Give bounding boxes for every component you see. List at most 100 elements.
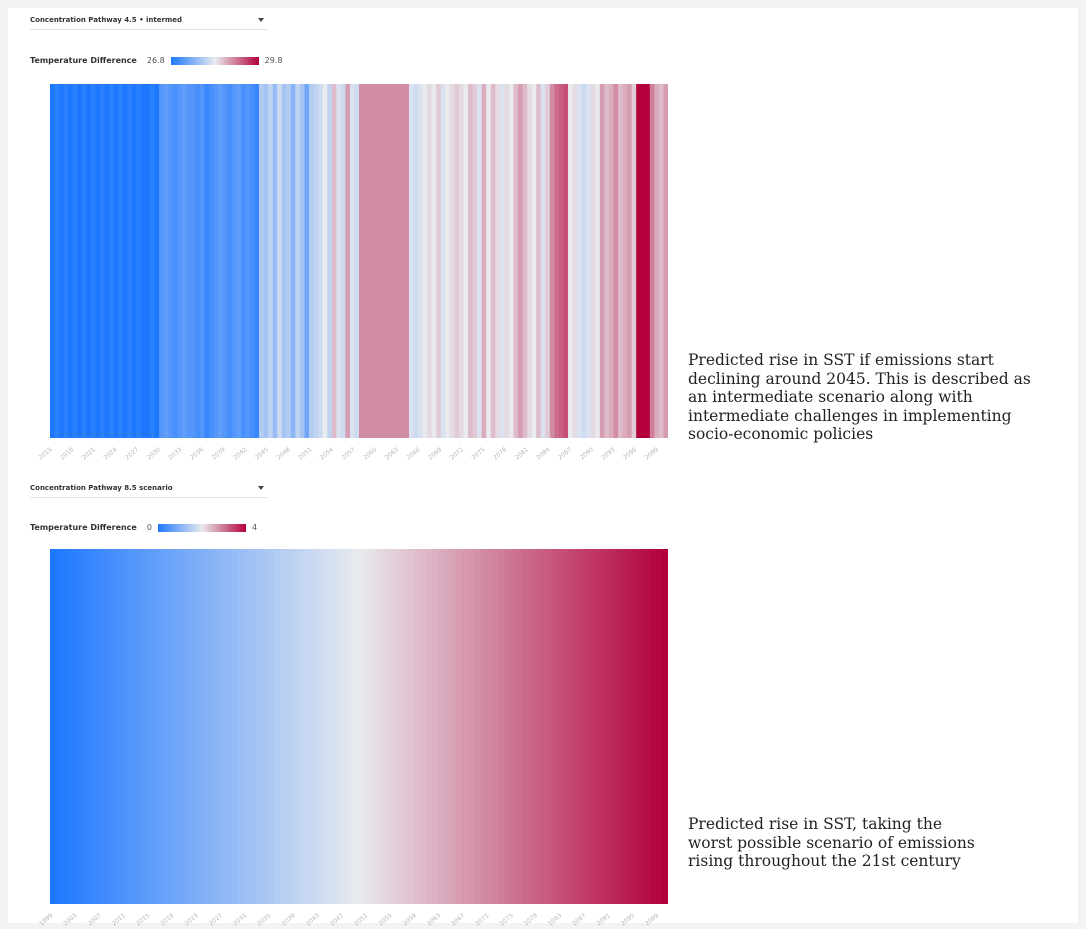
chart-2-tick-label: 2023: [184, 912, 200, 927]
chart-2-stripe: [607, 549, 615, 904]
chart-2-stripe: [371, 549, 378, 904]
chart-2-stripe: [219, 549, 227, 904]
chart-1-stripe: [113, 84, 119, 438]
chart-1-stripe: [81, 84, 87, 438]
chart-2-stripe: [462, 549, 469, 904]
chart-2-stripe: [455, 549, 463, 904]
chart-1-stripe: [613, 84, 619, 438]
chart-1-stripe: [568, 84, 574, 438]
legend-title-2: Temperature Difference: [30, 523, 137, 532]
chart-1-stripe: [340, 84, 346, 438]
chart-1-stripe: [190, 84, 197, 438]
chart-1-stripe: [227, 84, 233, 438]
chart-1-stripe: [145, 84, 151, 438]
chart-2-stripe: [437, 549, 445, 904]
chart-1-tick-label: 2087: [557, 446, 573, 461]
chart-1-caption: Predicted rise in SST if emissions start…: [688, 351, 1031, 444]
chart-2-stripe: [134, 549, 142, 904]
chart-1-stripe: [431, 84, 437, 438]
chart-1-stripe: [477, 84, 483, 438]
caption-2-line-3: rising throughout the 21st century: [688, 852, 961, 870]
chart-2-stripe: [474, 549, 481, 904]
chart-2-stripe: [116, 549, 124, 904]
chart-2-stripe: [243, 549, 251, 904]
chart-1-stripe: [581, 84, 587, 438]
chart-1-stripe: [313, 84, 319, 438]
chart-1-stripe: [63, 84, 69, 438]
chart-1-stripe: [404, 84, 410, 438]
chart-1-tick-label: 2078: [492, 446, 508, 461]
chart-1-stripe: [390, 84, 396, 438]
chart-2-stripe: [340, 549, 348, 904]
chart-1-stripe: [168, 84, 174, 438]
chart-1-stripe: [118, 84, 124, 438]
chart-1-stripe: [413, 84, 419, 438]
chart-2-stripe: [104, 549, 112, 904]
chart-1-stripe: [218, 84, 224, 438]
chart-2-stripe: [498, 549, 506, 904]
scenario-dropdown-1-label: Concentration Pathway 4.5 • intermed: [30, 15, 183, 24]
chart-1-stripe: [159, 84, 165, 438]
chart-2-stripe: [189, 549, 197, 904]
chart-1-stripe: [327, 84, 333, 438]
chart-1-tick-label: 2063: [384, 446, 400, 461]
chart-1-stripe: [186, 84, 192, 438]
chart-1-stripe: [136, 84, 142, 438]
chart-1-stripe: [504, 84, 510, 438]
chart-1-stripe: [622, 84, 628, 438]
chart-1-stripe: [140, 84, 147, 438]
chart-1-stripe: [363, 84, 369, 438]
chart-2-tick-label: 2015: [135, 912, 151, 927]
chart-2-tick-label: 2047: [329, 912, 345, 927]
chart-1-tick-label: 2039: [211, 446, 227, 461]
chevron-down-icon: [258, 17, 264, 22]
chart-1-stripe: [322, 84, 328, 438]
chart-2-stripe: [601, 549, 609, 904]
chart-1-tick-label: 2027: [124, 446, 140, 461]
legend-min-2: 0: [146, 523, 152, 532]
chart-2-tick-label: 2031: [232, 912, 248, 927]
chart-1-stripe: [604, 84, 610, 438]
chart-1-stripe: [204, 84, 210, 438]
chart-1-tick-label: 2018: [59, 446, 75, 461]
chart-2-stripe: [565, 549, 572, 904]
chart-2-stripe: [431, 549, 439, 904]
chart-1-tick-label: 2054: [319, 446, 335, 461]
legend-min-1: 26.8: [146, 56, 165, 65]
chart-2-stripe: [334, 549, 342, 904]
chart-2-stripe: [68, 549, 75, 904]
chart-1-stripe: [599, 84, 605, 438]
scenario-dropdown-2[interactable]: Concentration Pathway 8.5 scenario: [30, 480, 268, 498]
chart-1-tick-label: 2099: [644, 446, 660, 461]
chart-1-stripe: [90, 84, 97, 438]
scenario-dropdown-1[interactable]: Concentration Pathway 4.5 • intermed: [30, 12, 268, 30]
chart-2-tick-label: 2095: [620, 912, 636, 927]
chart-1-stripe: [636, 84, 642, 438]
chart-1-tick-label: 2021: [81, 446, 97, 461]
chart-1-stripe: [595, 84, 601, 438]
chart-1-stripe: [540, 84, 546, 438]
chart-2-stripe: [110, 549, 118, 904]
chart-2-tick-label: 2027: [208, 912, 224, 927]
chart-2-stripe: [540, 549, 548, 904]
chart-1-stripe: [458, 84, 465, 438]
chart-1-stripe: [86, 84, 92, 438]
chart-1-stripe: [272, 84, 278, 438]
chart-1-stripe: [163, 84, 169, 438]
chart-1-stripe: [309, 84, 315, 438]
chart-2-stripe: [558, 549, 566, 904]
chart-1-stripe: [299, 84, 306, 438]
chart-1-stripe: [368, 84, 374, 438]
chart-2-stripe: [201, 549, 209, 904]
chart-2-tick-label: 2063: [426, 912, 442, 927]
chart-2-stripe: [122, 549, 130, 904]
chart-2-stripe: [171, 549, 178, 904]
chart-2-stripe: [128, 549, 136, 904]
chart-1-stripe: [281, 84, 287, 438]
chart-2-stripe: [486, 549, 493, 904]
chart-1-stripe: [463, 84, 469, 438]
chart-2-stripe: [468, 549, 475, 904]
chart-2-stripe: [480, 549, 487, 904]
chart-2-stripe: [92, 549, 100, 904]
chart-2-stripe: [62, 549, 69, 904]
